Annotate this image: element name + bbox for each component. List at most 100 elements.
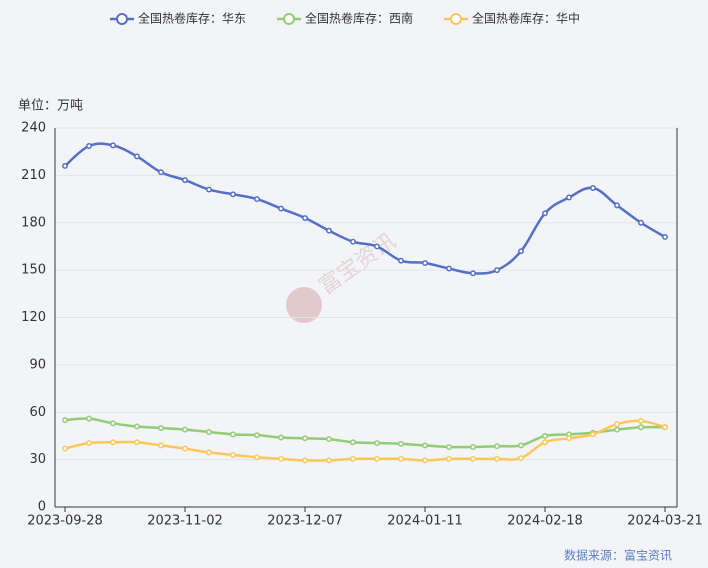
legend-marker bbox=[283, 13, 295, 25]
data-point bbox=[590, 185, 596, 191]
legend-marker bbox=[116, 13, 128, 25]
legend-item[interactable]: 全国热卷库存：西南 bbox=[277, 11, 413, 26]
y-axis-unit: 单位：万吨 bbox=[18, 99, 83, 114]
data-point bbox=[86, 440, 92, 446]
legend-label: 全国热卷库存：西南 bbox=[305, 11, 413, 26]
data-point bbox=[662, 234, 668, 240]
x-tick-label: 2024-02-18 bbox=[507, 514, 583, 529]
data-point bbox=[398, 455, 404, 462]
data-point bbox=[494, 455, 500, 462]
data-point bbox=[374, 455, 380, 462]
y-tick-label: 180 bbox=[21, 215, 46, 230]
data-point bbox=[158, 169, 164, 176]
data-point bbox=[542, 210, 548, 217]
data-point bbox=[422, 260, 428, 266]
data-point bbox=[206, 429, 212, 435]
data-point bbox=[470, 455, 476, 462]
data-point bbox=[470, 270, 476, 277]
y-tick-label: 120 bbox=[21, 310, 46, 325]
x-tick-label: 2023-12-07 bbox=[267, 514, 343, 529]
data-point bbox=[350, 455, 356, 462]
legend-label: 全国热卷库存：华中 bbox=[472, 11, 580, 26]
legend-label: 全国热卷库存：华东 bbox=[138, 11, 246, 26]
data-point bbox=[278, 434, 284, 441]
data-point bbox=[110, 142, 116, 149]
y-tick-label: 90 bbox=[29, 357, 46, 372]
data-point bbox=[422, 442, 428, 449]
data-point bbox=[302, 215, 308, 221]
y-tick-label: 150 bbox=[21, 263, 46, 278]
data-point bbox=[566, 194, 572, 201]
data-point bbox=[398, 257, 404, 264]
y-tick-label: 30 bbox=[29, 452, 46, 467]
data-point bbox=[230, 451, 236, 458]
data-point bbox=[182, 426, 188, 433]
data-point bbox=[614, 202, 620, 209]
data-point bbox=[62, 445, 68, 452]
data-point bbox=[494, 267, 500, 274]
data-point bbox=[302, 457, 308, 464]
y-tick-label: 0 bbox=[38, 500, 46, 515]
data-point bbox=[566, 435, 572, 442]
watermark: 富宝资讯 bbox=[286, 229, 401, 323]
x-tick-label: 2023-09-28 bbox=[27, 514, 103, 529]
data-point bbox=[542, 439, 548, 446]
data-point bbox=[158, 425, 164, 431]
y-tick-label: 210 bbox=[21, 168, 46, 183]
data-point bbox=[254, 432, 260, 439]
data-point bbox=[542, 432, 548, 439]
x-tick-label: 2023-11-02 bbox=[147, 514, 223, 529]
y-tick-label: 240 bbox=[21, 121, 46, 136]
data-point bbox=[614, 426, 620, 433]
x-tick-label: 2024-01-11 bbox=[387, 514, 463, 529]
data-point bbox=[182, 445, 188, 452]
data-point bbox=[446, 455, 452, 462]
data-point bbox=[662, 424, 668, 431]
data-point bbox=[110, 439, 116, 446]
data-point bbox=[470, 444, 476, 450]
data-point bbox=[278, 205, 284, 212]
data-point bbox=[62, 162, 68, 169]
data-point bbox=[86, 143, 92, 149]
data-point bbox=[614, 421, 620, 428]
data-point bbox=[254, 454, 260, 461]
data-point bbox=[254, 196, 260, 203]
watermark-logo bbox=[286, 287, 322, 323]
data-point bbox=[206, 449, 212, 456]
data-point bbox=[518, 442, 524, 449]
data-point bbox=[638, 219, 644, 226]
data-point bbox=[230, 191, 236, 198]
legend-item[interactable]: 全国热卷库存：华东 bbox=[110, 11, 246, 26]
x-tick-label: 2024-03-21 bbox=[627, 514, 703, 529]
data-point bbox=[278, 455, 284, 462]
data-point bbox=[374, 243, 380, 250]
data-point bbox=[518, 455, 524, 461]
data-point bbox=[494, 443, 500, 450]
data-point bbox=[326, 457, 332, 464]
data-point bbox=[134, 423, 140, 430]
data-point bbox=[326, 227, 332, 234]
data-point bbox=[638, 417, 644, 424]
data-point bbox=[230, 431, 236, 438]
data-point bbox=[350, 238, 356, 245]
data-point bbox=[638, 424, 644, 431]
legend-item[interactable]: 全国热卷库存：华中 bbox=[444, 11, 580, 26]
data-point bbox=[302, 435, 308, 442]
data-point bbox=[134, 153, 140, 160]
data-point bbox=[446, 265, 452, 272]
data-point bbox=[350, 439, 356, 446]
series-line bbox=[64, 417, 666, 449]
data-point bbox=[86, 415, 92, 422]
data-point bbox=[182, 177, 188, 184]
data-point bbox=[422, 457, 428, 464]
source-note: 数据来源：富宝资讯 bbox=[564, 548, 672, 563]
data-point bbox=[446, 444, 452, 450]
y-tick-label: 60 bbox=[29, 405, 46, 420]
data-point bbox=[158, 442, 164, 449]
data-point bbox=[206, 186, 212, 193]
data-point bbox=[110, 420, 116, 427]
legend-marker bbox=[450, 13, 462, 25]
data-point bbox=[518, 248, 524, 255]
